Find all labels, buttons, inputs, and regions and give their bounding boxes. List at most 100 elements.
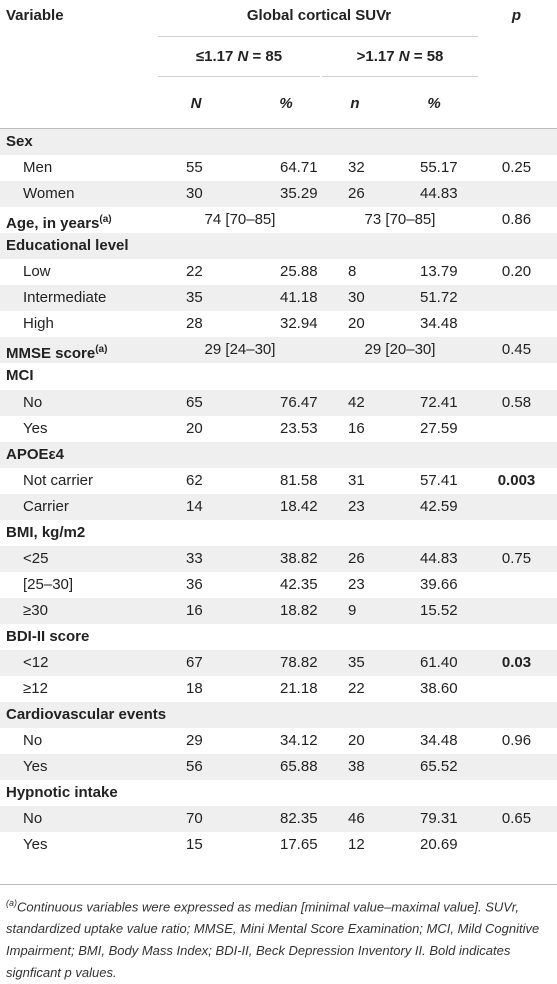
section-row: APOEε4 bbox=[0, 441, 557, 468]
count-low-cell: 15 bbox=[186, 836, 203, 854]
p-value-cell bbox=[480, 598, 553, 624]
variable-header: Variable bbox=[6, 7, 64, 24]
section-label: BDI-II score bbox=[6, 627, 90, 645]
table-row: Intermediate 35 41.18 30 51.72 bbox=[0, 285, 557, 312]
percent-high-cell: 57.41 bbox=[420, 471, 458, 489]
table-row: No 65 76.47 42 72.41 0.58 bbox=[0, 389, 557, 416]
header-divider-global bbox=[158, 36, 478, 37]
count-high-cell: 26 bbox=[348, 549, 365, 567]
count-low-cell: 62 bbox=[186, 471, 203, 489]
category-label: ≥12 bbox=[23, 680, 48, 698]
median-high-cell: 29 [20–30] bbox=[364, 341, 436, 359]
section-label: Educational level bbox=[6, 237, 129, 255]
table-footnote: (a)Continuous variables were expressed a… bbox=[6, 892, 552, 984]
count-high-cell: 8 bbox=[348, 263, 357, 281]
percent-high-cell: 15.52 bbox=[420, 601, 458, 619]
table-row: Yes 56 65.88 38 65.52 bbox=[0, 754, 557, 781]
p-value-cell: 0.45 bbox=[501, 341, 532, 359]
category-label: Carrier bbox=[23, 497, 69, 515]
count-high-cell: 35 bbox=[348, 654, 365, 671]
count-low-cell: 30 bbox=[186, 185, 203, 203]
count-low-cell: 28 bbox=[186, 315, 203, 333]
count-high-cell: 38 bbox=[348, 758, 365, 776]
p-value-cell: 0.96 bbox=[501, 732, 532, 750]
count-high-cell: 22 bbox=[348, 680, 365, 698]
count-high-cell: 23 bbox=[348, 575, 365, 593]
variable-label-text: Age, in years bbox=[6, 215, 100, 233]
footnote-text: Continuous variables were expressed as m… bbox=[6, 899, 540, 981]
count-low-cell: 65 bbox=[186, 393, 203, 411]
section-row: Sex bbox=[0, 129, 557, 155]
percent-low-cell: 32.94 bbox=[280, 315, 318, 333]
percent-low-cell: 18.42 bbox=[280, 497, 318, 515]
percent-high-cell: 51.72 bbox=[420, 289, 458, 307]
col-header-pct-high: % bbox=[427, 95, 441, 112]
p-value-cell: 0.65 bbox=[501, 810, 532, 828]
p-value-cell bbox=[480, 494, 553, 520]
group-high-n-symbol: N bbox=[398, 48, 410, 65]
count-high-cell: 16 bbox=[348, 419, 365, 437]
percent-high-cell: 65.52 bbox=[420, 758, 458, 776]
percent-low-cell: 42.35 bbox=[280, 575, 318, 593]
table-bottom-rule bbox=[0, 884, 557, 885]
percent-low-cell: 82.35 bbox=[280, 810, 318, 828]
table-row: Men 55 64.71 32 55.17 0.25 bbox=[0, 155, 557, 181]
section-row: BDI-II score bbox=[0, 624, 557, 650]
table-row: No 29 34.12 20 34.48 0.96 bbox=[0, 728, 557, 754]
p-value-cell: 0.75 bbox=[501, 549, 532, 567]
section-label: MCI bbox=[6, 367, 34, 385]
table-row: Carrier 14 18.42 23 42.59 bbox=[0, 493, 557, 520]
section-row: Cardiovascular events bbox=[0, 702, 557, 729]
count-low-cell: 22 bbox=[186, 263, 203, 281]
percent-low-cell: 76.47 bbox=[280, 393, 318, 411]
table-row: [25–30] 36 42.35 23 39.66 bbox=[0, 572, 557, 598]
percent-low-cell: 35.29 bbox=[280, 185, 318, 203]
category-label: [25–30] bbox=[23, 575, 74, 593]
group-low-n-symbol: N bbox=[237, 48, 249, 65]
count-low-cell: 70 bbox=[186, 810, 203, 828]
footnote-ref: (a) bbox=[99, 214, 112, 226]
table-row: ≥12 18 21.18 22 38.60 bbox=[0, 676, 557, 702]
table-row: ≥30 16 18.82 9 15.52 bbox=[0, 597, 557, 624]
variable-label-text: MMSE score bbox=[6, 345, 96, 363]
median-low-cell: 29 [24–30] bbox=[204, 341, 276, 359]
percent-low-cell: 64.71 bbox=[280, 159, 318, 177]
table-row: Yes 20 23.53 16 27.59 bbox=[0, 416, 557, 442]
count-high-cell: 42 bbox=[348, 393, 365, 411]
count-high-cell: 26 bbox=[348, 185, 365, 203]
category-label: Not carrier bbox=[23, 471, 94, 489]
p-value-cell bbox=[480, 285, 553, 311]
count-high-cell: 23 bbox=[348, 497, 365, 515]
group-low-count: = 85 bbox=[248, 48, 283, 65]
count-low-cell: 67 bbox=[186, 654, 203, 671]
count-low-cell: 35 bbox=[186, 289, 203, 307]
p-value-cell: 0.03 bbox=[501, 654, 532, 671]
p-value-cell: 0.86 bbox=[501, 211, 532, 229]
median-high-cell: 73 [70–85] bbox=[364, 211, 436, 229]
p-value-cell: 0.003 bbox=[497, 471, 536, 489]
category-label: High bbox=[23, 315, 54, 333]
count-low-cell: 18 bbox=[186, 680, 203, 698]
header-bottom-rule bbox=[0, 128, 557, 129]
percent-low-cell: 81.58 bbox=[280, 471, 318, 489]
percent-low-cell: 65.88 bbox=[280, 758, 318, 776]
percent-high-cell: 13.79 bbox=[420, 263, 458, 281]
percent-low-cell: 23.53 bbox=[280, 419, 318, 437]
count-high-cell: 20 bbox=[348, 732, 365, 750]
percent-high-cell: 44.83 bbox=[420, 185, 458, 203]
category-label: Yes bbox=[23, 758, 48, 776]
percent-high-cell: 20.69 bbox=[420, 836, 458, 854]
section-row: Hypnotic intake bbox=[0, 780, 557, 806]
table-row: <25 33 38.82 26 44.83 0.75 bbox=[0, 545, 557, 572]
group-high-count: = 58 bbox=[409, 48, 444, 65]
section-row: Educational level bbox=[0, 233, 557, 260]
count-high-cell: 20 bbox=[348, 315, 365, 333]
category-label: <25 bbox=[23, 549, 49, 567]
p-value-cell bbox=[480, 181, 553, 207]
table-row: Age, in years(a) 74 [70–85] 73 [70–85] 0.86 bbox=[0, 207, 557, 233]
p-value-header: p bbox=[511, 7, 522, 24]
category-label: ≥30 bbox=[23, 601, 48, 619]
percent-high-cell: 55.17 bbox=[420, 159, 458, 177]
section-label: APOEε4 bbox=[6, 445, 64, 463]
count-low-cell: 36 bbox=[186, 575, 203, 593]
